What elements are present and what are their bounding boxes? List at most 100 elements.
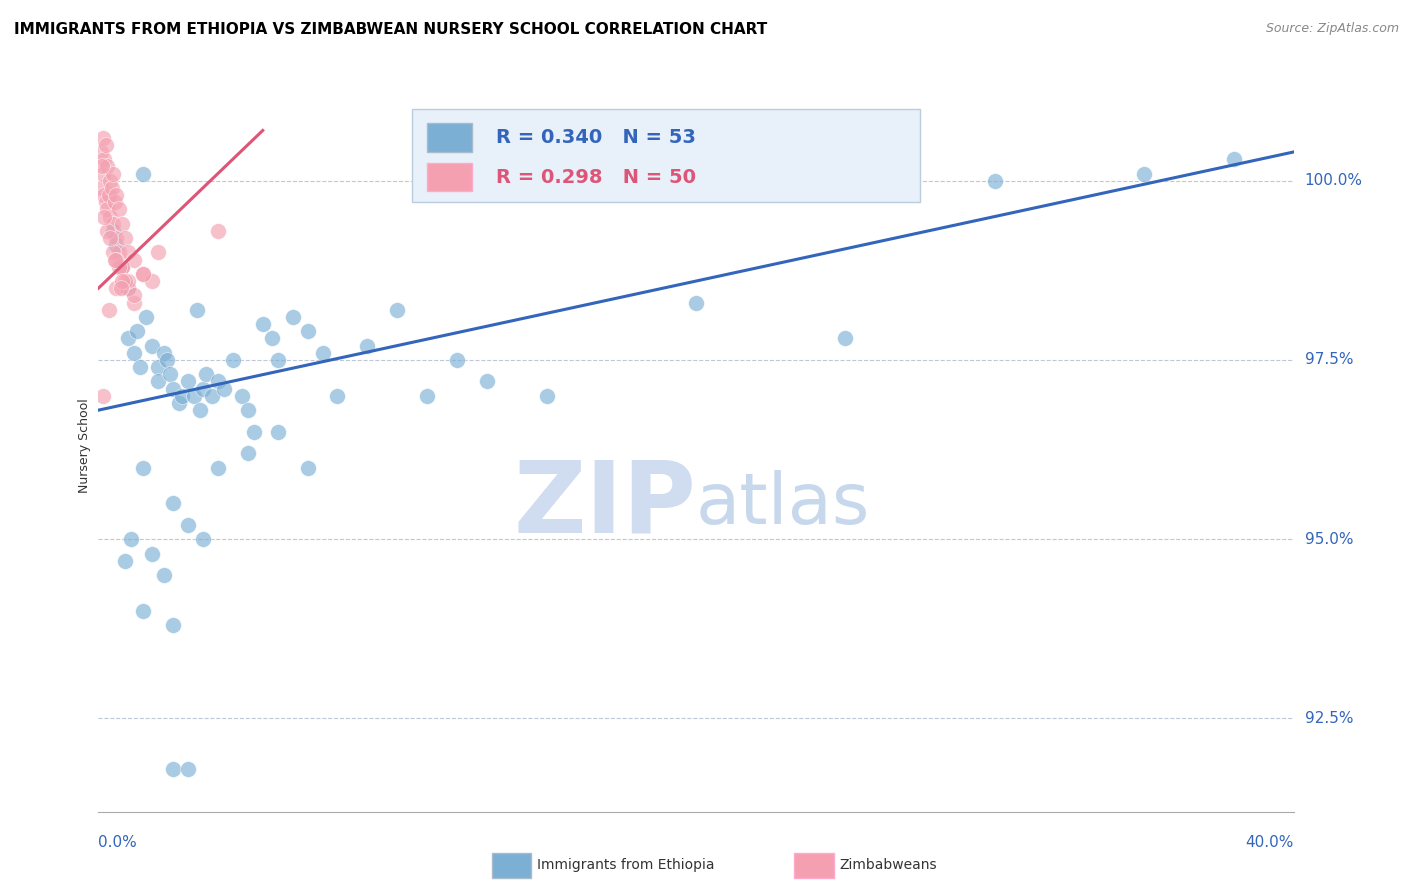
Point — [297, 460, 319, 475]
Point — [177, 762, 200, 776]
Point — [167, 396, 190, 410]
Point — [267, 425, 290, 439]
Point — [416, 389, 439, 403]
Point — [103, 245, 125, 260]
Point — [281, 310, 304, 324]
Point — [148, 245, 170, 260]
Point — [191, 382, 214, 396]
Point — [111, 260, 134, 274]
Point — [117, 274, 139, 288]
Point — [114, 231, 136, 245]
Point — [385, 302, 409, 317]
Point — [894, 159, 917, 173]
Point — [103, 224, 125, 238]
Point — [104, 195, 127, 210]
Point — [110, 281, 132, 295]
Point — [117, 281, 139, 295]
Point — [141, 547, 163, 561]
Point — [207, 375, 229, 389]
Point — [236, 446, 259, 460]
Point — [91, 389, 114, 403]
Point — [124, 252, 146, 267]
Point — [141, 274, 163, 288]
Point — [105, 231, 128, 245]
Point — [127, 324, 149, 338]
Bar — [427, 123, 472, 152]
Point — [162, 496, 184, 510]
Point — [124, 295, 146, 310]
Point — [93, 152, 115, 166]
Point — [120, 533, 142, 547]
Point — [156, 353, 179, 368]
Point — [326, 389, 349, 403]
Text: Zimbabweans: Zimbabweans — [839, 858, 936, 872]
Bar — [427, 162, 472, 192]
Point — [101, 181, 124, 195]
Point — [153, 568, 176, 582]
Point — [90, 145, 112, 159]
Point — [96, 159, 118, 173]
Point — [201, 389, 224, 403]
Point — [186, 302, 208, 317]
Point — [834, 331, 856, 345]
Point — [183, 389, 205, 403]
Point — [983, 174, 1005, 188]
Point — [311, 345, 333, 359]
Point — [117, 281, 139, 295]
Point — [94, 137, 117, 152]
Point — [446, 353, 468, 368]
Point — [1222, 152, 1246, 166]
Point — [207, 460, 229, 475]
Text: 100.0%: 100.0% — [1305, 173, 1362, 188]
Point — [96, 202, 118, 217]
Point — [191, 533, 214, 547]
Point — [91, 159, 114, 173]
Point — [188, 403, 211, 417]
Point — [162, 762, 184, 776]
Point — [132, 167, 155, 181]
Point — [105, 281, 128, 295]
Point — [108, 245, 131, 260]
Point — [236, 403, 259, 417]
Point — [536, 389, 558, 403]
Text: Source: ZipAtlas.com: Source: ZipAtlas.com — [1265, 22, 1399, 36]
Point — [90, 181, 112, 195]
Point — [162, 382, 184, 396]
Point — [267, 353, 290, 368]
Point — [148, 360, 170, 375]
Point — [356, 338, 378, 352]
Point — [252, 317, 274, 331]
Point — [243, 425, 266, 439]
Text: R = 0.340   N = 53: R = 0.340 N = 53 — [496, 128, 696, 147]
Point — [117, 245, 139, 260]
Point — [172, 389, 194, 403]
Point — [132, 604, 155, 618]
Point — [111, 260, 134, 274]
Text: atlas: atlas — [696, 470, 870, 539]
Point — [212, 382, 235, 396]
Point — [148, 375, 170, 389]
Point — [117, 331, 139, 345]
Point — [93, 188, 115, 202]
Point — [97, 302, 120, 317]
Point — [93, 210, 115, 224]
Point — [103, 217, 125, 231]
Point — [124, 288, 146, 302]
Point — [108, 202, 131, 217]
Point — [222, 353, 245, 368]
Text: 92.5%: 92.5% — [1305, 711, 1353, 726]
Point — [260, 331, 283, 345]
FancyBboxPatch shape — [412, 109, 920, 202]
Point — [111, 260, 134, 274]
Point — [94, 195, 117, 210]
Point — [135, 310, 157, 324]
Point — [98, 174, 122, 188]
Text: 95.0%: 95.0% — [1305, 532, 1353, 547]
Point — [114, 274, 136, 288]
Point — [162, 618, 184, 632]
Text: 0.0%: 0.0% — [98, 836, 138, 850]
Point — [111, 274, 134, 288]
Point — [104, 252, 127, 267]
Point — [231, 389, 253, 403]
Point — [105, 238, 128, 252]
